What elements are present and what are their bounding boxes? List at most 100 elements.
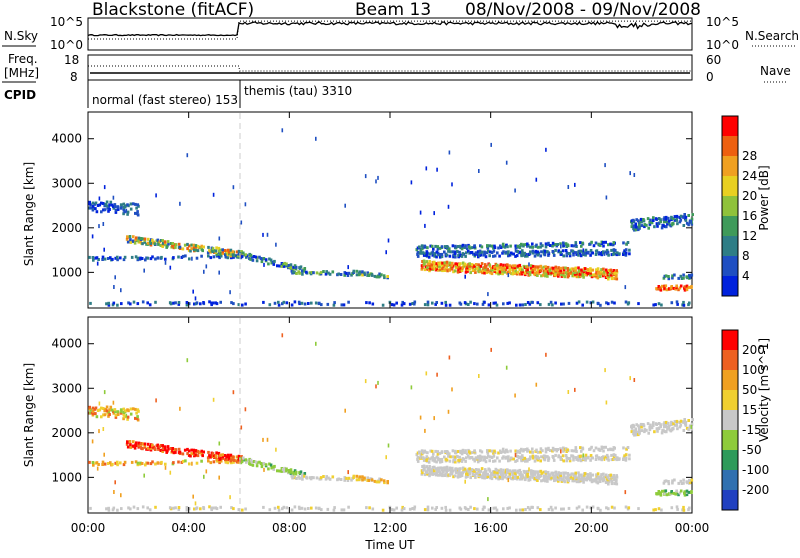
nsky-panel: N.Sky 10^5 10^0 10^5 10^0 N.Search: [2, 15, 799, 52]
power-echo: [427, 255, 431, 259]
power-echo: [503, 270, 507, 274]
velocity-echo: [526, 506, 530, 509]
velocity-echo: [91, 406, 95, 410]
velocity-echo: [449, 455, 452, 459]
velocity-echo: [495, 468, 499, 472]
velocity-echo: [467, 454, 470, 458]
velocity-echo: [298, 471, 301, 475]
power-echo: [572, 272, 575, 276]
velocity-echo: [289, 468, 293, 472]
power-echo: [195, 301, 199, 305]
power-echo: [523, 251, 527, 255]
velocity-echo: [615, 475, 619, 479]
velocity-echo: [546, 479, 549, 483]
power-scatter: [88, 128, 694, 307]
power-echo: [143, 240, 147, 244]
velocity-echo: [327, 476, 330, 480]
velocity-echo: [547, 446, 550, 450]
power-echo: [458, 265, 461, 269]
power-echo: [423, 262, 426, 265]
velocity-echo: [88, 460, 91, 464]
velocity-echo: [180, 460, 184, 464]
power-echo: [315, 271, 319, 275]
power-echo: [637, 223, 641, 227]
power-echo: [441, 261, 444, 265]
power-echo: [529, 264, 533, 268]
velocity-echo: [506, 457, 510, 461]
power-echo: [465, 247, 469, 251]
velocity-echo: [447, 409, 450, 414]
velocity-echo: [474, 457, 477, 461]
power-echo: [634, 222, 637, 226]
power-echo: [477, 255, 480, 259]
power-echo: [501, 272, 504, 276]
power-echo: [443, 245, 447, 249]
velocity-echo: [282, 469, 286, 473]
power-echo: [474, 270, 477, 274]
power-echo: [607, 277, 610, 281]
power-echo: [105, 200, 109, 204]
velocity-echo: [486, 451, 490, 455]
power-echo: [502, 266, 506, 270]
power-echo: [496, 251, 499, 255]
velocity-echo: [122, 417, 125, 421]
power-echo: [184, 254, 187, 258]
velocity-echo: [411, 507, 414, 510]
power-echo: [574, 243, 578, 247]
power-echo: [466, 268, 470, 271]
freq-label-2: [MHz]: [4, 66, 39, 80]
power-echo: [529, 250, 532, 254]
power-echo: [177, 255, 180, 259]
power-echo: [595, 268, 598, 272]
velocity-echo: [143, 442, 147, 446]
power-echo: [574, 241, 578, 245]
velocity-echo: [489, 455, 492, 459]
velocity-echo: [423, 467, 426, 470]
power-echo: [310, 301, 313, 305]
velocity-echo: [647, 431, 650, 435]
power-echo: [418, 245, 421, 249]
velocity-echo: [450, 468, 454, 472]
velocity-echo: [572, 458, 575, 462]
velocity-echo: [441, 468, 444, 472]
power-echo: [212, 249, 216, 253]
power-echo: [171, 242, 175, 245]
velocity-echo: [125, 413, 128, 418]
power-echo: [105, 204, 109, 208]
velocity-echo: [361, 475, 364, 479]
velocity-echo: [105, 507, 108, 511]
velocity-echo: [215, 451, 218, 455]
velocity-echo: [470, 456, 474, 459]
velocity-echo: [170, 447, 173, 450]
power-echo: [628, 252, 631, 256]
power-echo: [518, 263, 522, 267]
velocity-echo: [426, 508, 430, 512]
velocity-echo: [460, 474, 464, 478]
power-echo: [518, 303, 522, 307]
power-echo: [111, 303, 115, 307]
velocity-echo: [107, 414, 110, 418]
power-echo: [537, 271, 541, 275]
velocity-echo: [488, 459, 491, 463]
velocity-echo: [688, 424, 692, 428]
velocity-echo: [324, 477, 328, 481]
velocity-echo: [529, 471, 533, 475]
power-echo: [521, 249, 524, 253]
power-echo: [497, 246, 500, 250]
velocity-echo: [440, 506, 444, 510]
velocity-echo: [679, 489, 683, 493]
power-echo: [637, 219, 640, 223]
velocity-echo: [520, 477, 524, 481]
power-echo: [275, 242, 277, 247]
velocity-echo: [319, 476, 323, 480]
power-echo: [324, 272, 328, 276]
power-echo: [629, 171, 631, 176]
power-echo: [604, 250, 608, 254]
velocity-echo: [526, 447, 529, 451]
velocity-echo: [474, 468, 478, 471]
power-echo: [448, 254, 452, 258]
power-echo: [559, 271, 562, 274]
power-echo: [215, 252, 218, 256]
velocity-echo: [237, 460, 241, 464]
velocity-echo: [221, 456, 225, 460]
